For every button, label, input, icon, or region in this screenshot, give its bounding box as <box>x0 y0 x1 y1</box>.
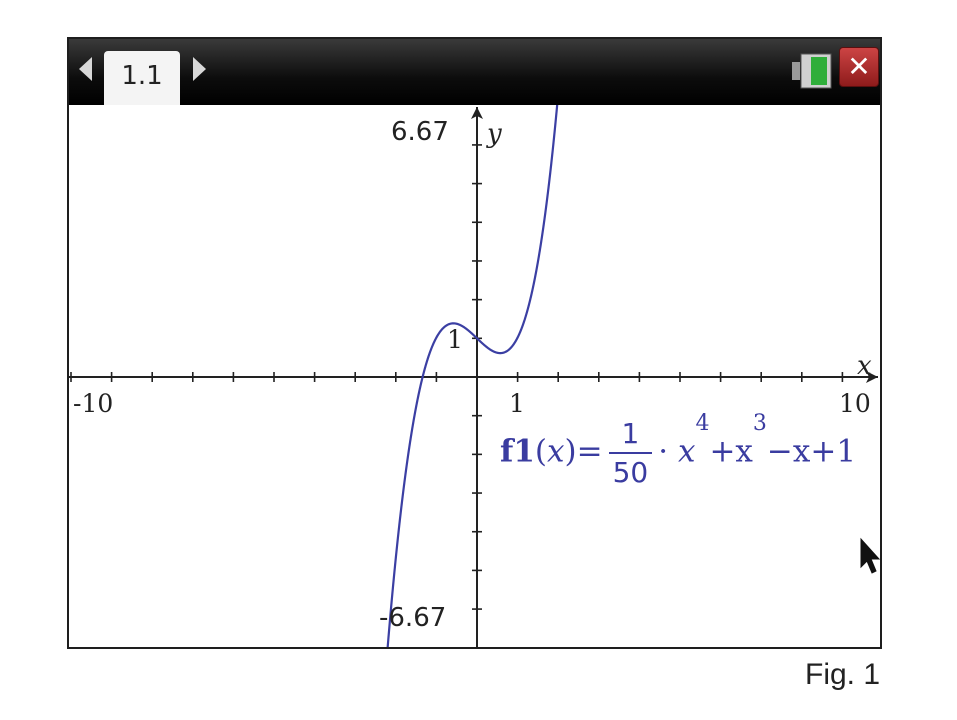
page-tab[interactable]: 1.1 <box>104 51 180 105</box>
y-axis-arrowhead <box>471 107 483 119</box>
term-x3-exponent: 3 <box>752 411 767 436</box>
axis-ticks <box>70 144 844 610</box>
graph-window: 1.1 ✕ y x 6.67 1 -6.67 -10 1 10 f1(x)= 1 5… <box>67 37 882 649</box>
term-x4-variable: x <box>677 433 696 470</box>
function-label: f1(x)= 1 50 · x4+x3−x+1 <box>500 411 857 489</box>
function-variable: x <box>547 433 565 470</box>
close-icon: ✕ <box>847 50 871 83</box>
term-x3-base: +x <box>709 433 753 470</box>
y-axis-label: y <box>487 119 502 149</box>
y-tick-label-max: 6.67 <box>391 117 449 147</box>
plot-area <box>69 105 878 647</box>
series-line <box>386 105 559 647</box>
term-x4-exponent: 4 <box>695 411 710 436</box>
x-tick-label-max: 10 <box>839 389 871 418</box>
cursor-arrow-icon <box>860 537 881 574</box>
y-tick-label-one: 1 <box>447 325 463 354</box>
page-tab-label: 1.1 <box>121 61 163 91</box>
multiply-dot: · <box>658 433 669 470</box>
x-axis-label: x <box>857 351 872 381</box>
x-axis-arrowhead <box>866 371 878 383</box>
battery-icon <box>792 53 832 89</box>
fraction-numerator: 1 <box>621 417 640 450</box>
toolbar: 1.1 ✕ <box>69 39 880 105</box>
axes <box>69 107 878 647</box>
equals-sign: = <box>576 433 603 470</box>
x-tick-label-one: 1 <box>509 389 525 418</box>
figure-caption: Fig. 1 <box>805 658 881 691</box>
next-page-arrow-icon[interactable] <box>193 57 206 81</box>
function-name: f1 <box>500 433 535 470</box>
y-tick-label-min: -6.67 <box>379 603 447 633</box>
coefficient-fraction: 1 50 <box>608 417 653 489</box>
close-button[interactable]: ✕ <box>839 47 879 87</box>
previous-page-arrow-icon[interactable] <box>79 57 92 81</box>
fraction-denominator: 50 <box>612 456 649 489</box>
term-rest: −x+1 <box>766 433 857 470</box>
x-tick-label-min: -10 <box>73 389 114 418</box>
